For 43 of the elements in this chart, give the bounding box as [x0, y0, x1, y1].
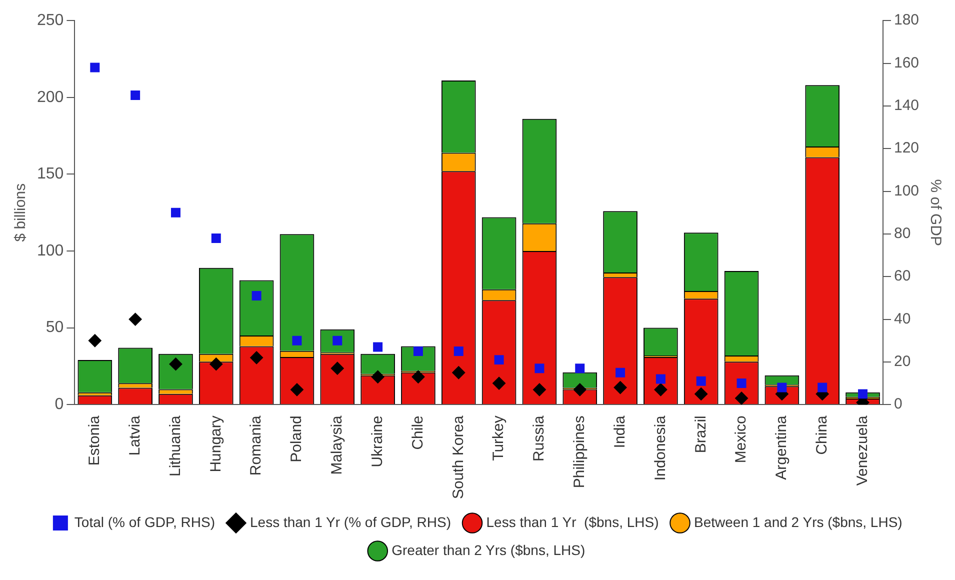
y2-tick-label: 20 — [894, 353, 911, 370]
y2-tick-label: 180 — [894, 12, 920, 29]
y2-tick-label: 80 — [894, 225, 911, 242]
legend-label: Total (% of GDP, RHS) — [74, 514, 215, 530]
legend-label: Less than 1 Yr ($bns, LHS) — [486, 514, 659, 530]
x-tick-label: Russia — [530, 414, 548, 462]
y-tick-label: 100 — [36, 242, 64, 260]
x-tick-label: China — [813, 414, 830, 455]
x-tick-label: Brazil — [692, 416, 710, 454]
x-tick-label: Malaysia — [328, 414, 346, 475]
x-tick-label: Ukraine — [368, 416, 386, 468]
x-tick-label: Argentina — [773, 414, 790, 480]
x-tick-label: Philippines — [571, 416, 588, 488]
y2-tick-label: 140 — [894, 97, 920, 114]
legend-label: Less than 1 Yr (% of GDP, RHS) — [250, 514, 452, 530]
y2-tick-label: 40 — [894, 310, 911, 328]
legend-label: Greater than 2 Yrs ($bns, LHS) — [392, 542, 586, 558]
x-tick-label: Chile — [409, 416, 426, 450]
y2-axis-title: % of GDP — [926, 179, 944, 246]
x-tick-label: Indonesia — [652, 414, 669, 481]
y-tick-label: 250 — [36, 12, 64, 30]
x-tick-label: Poland — [288, 416, 306, 462]
x-tick-label: South Korea — [450, 414, 467, 500]
y2-tick-label: 120 — [894, 140, 920, 157]
x-tick-label: Venezuela — [854, 414, 871, 486]
x-tick-label: Turkey — [490, 415, 508, 461]
y2-tick-label: 0 — [894, 396, 902, 413]
x-tick-label: India — [611, 414, 628, 448]
y2-tick-label: 100 — [894, 182, 920, 200]
x-tick-label: Lithuania — [166, 414, 184, 476]
y2-tick-label: 60 — [894, 268, 911, 285]
x-tick-label: Romania — [248, 414, 265, 476]
y-tick-label: 0 — [54, 396, 64, 414]
y-tick-label: 150 — [36, 166, 64, 183]
y-tick-label: 50 — [46, 319, 64, 336]
y-tick-label: 200 — [36, 88, 64, 106]
legend-label: Between 1 and 2 Yrs ($bns, LHS) — [694, 514, 902, 530]
x-tick-label: Hungary — [207, 415, 224, 472]
y-axis-title: $ billions — [12, 183, 30, 242]
x-tick-label: Mexico — [732, 416, 750, 464]
x-tick-label: Latvia — [126, 414, 144, 456]
y2-tick-label: 160 — [894, 54, 920, 72]
x-tick-label: Estonia — [86, 414, 104, 466]
